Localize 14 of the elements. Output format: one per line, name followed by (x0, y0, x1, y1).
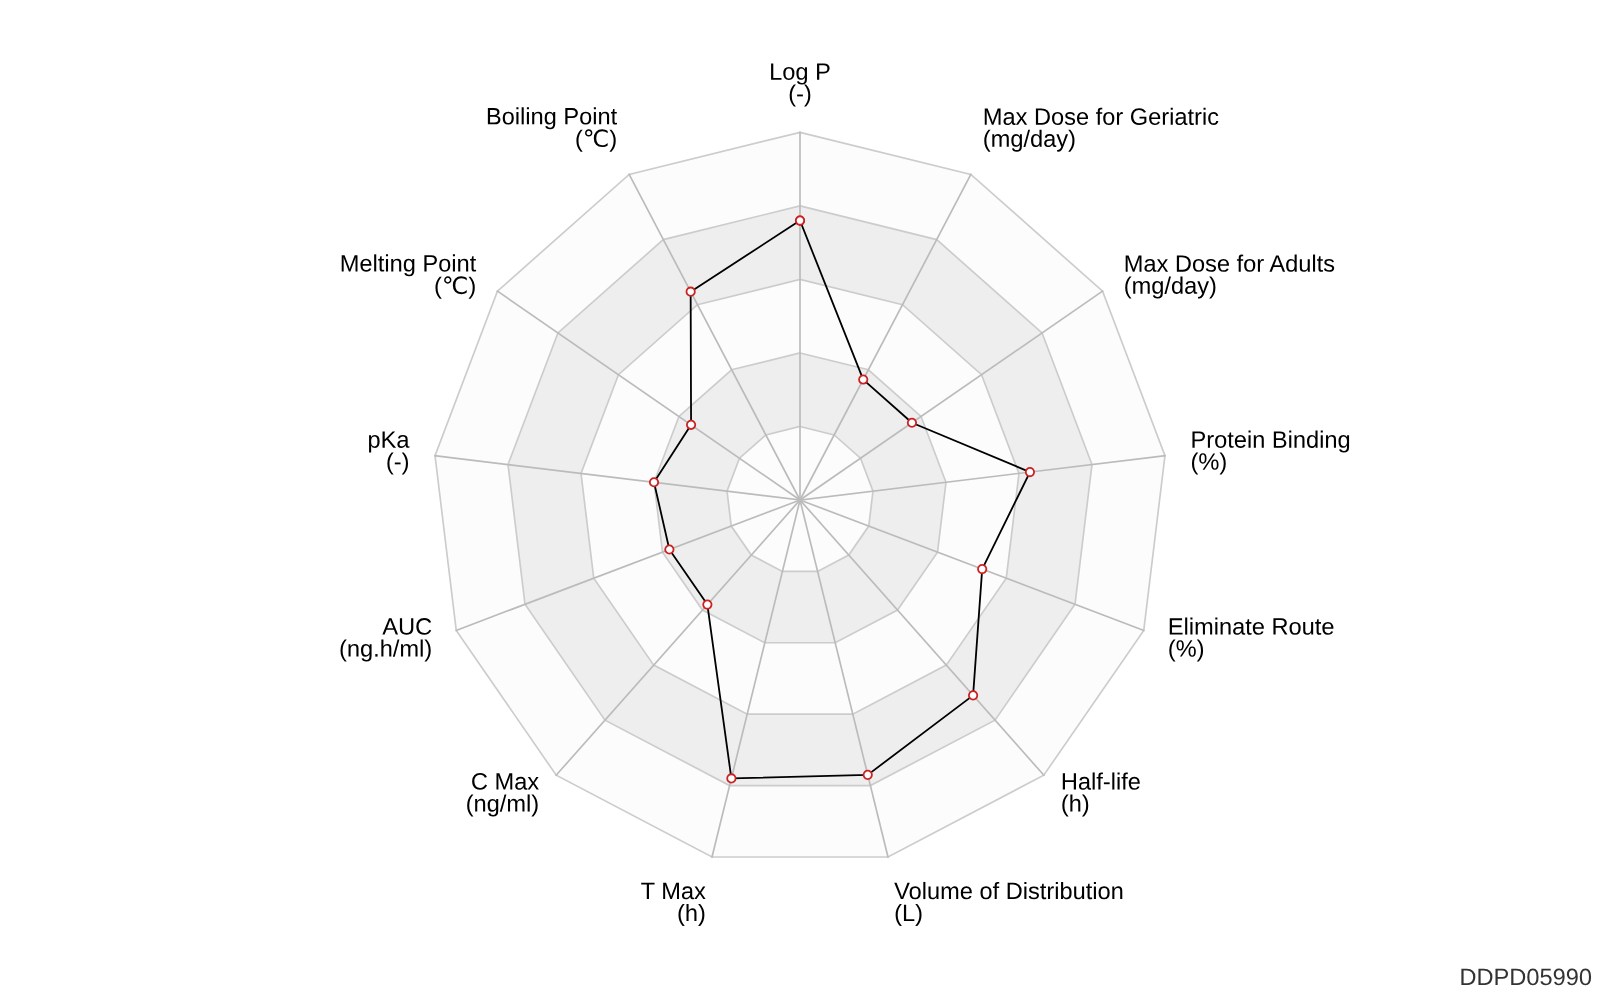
spoke-label: Half-life (h) (1062, 772, 1140, 817)
spoke-label: Volume of Distribution (L) (894, 881, 1123, 926)
text: DDPD05990 (1461, 968, 1592, 986)
spoke-label: Log P (-) (771, 63, 830, 107)
spoke-label: Max Dose for Geriatric (mg/day) (984, 107, 1219, 152)
spoke-label: Max Dose for Adults (mg/day) (1125, 254, 1335, 299)
spoke-label: Protein Binding (%) (1191, 430, 1350, 475)
spoke-label: Eliminate Route (%) (1169, 617, 1334, 662)
spoke-label: T Max (h) (641, 882, 706, 926)
spoke-label: Boiling Point (℃) (487, 107, 618, 152)
spoke-label: Melting Point (℃) (341, 254, 477, 299)
spoke-label: AUC (ng.h/ml) (340, 618, 432, 662)
spoke-label: C Max (ng/ml) (467, 773, 539, 817)
spoke-label: pKa (-) (369, 431, 410, 475)
